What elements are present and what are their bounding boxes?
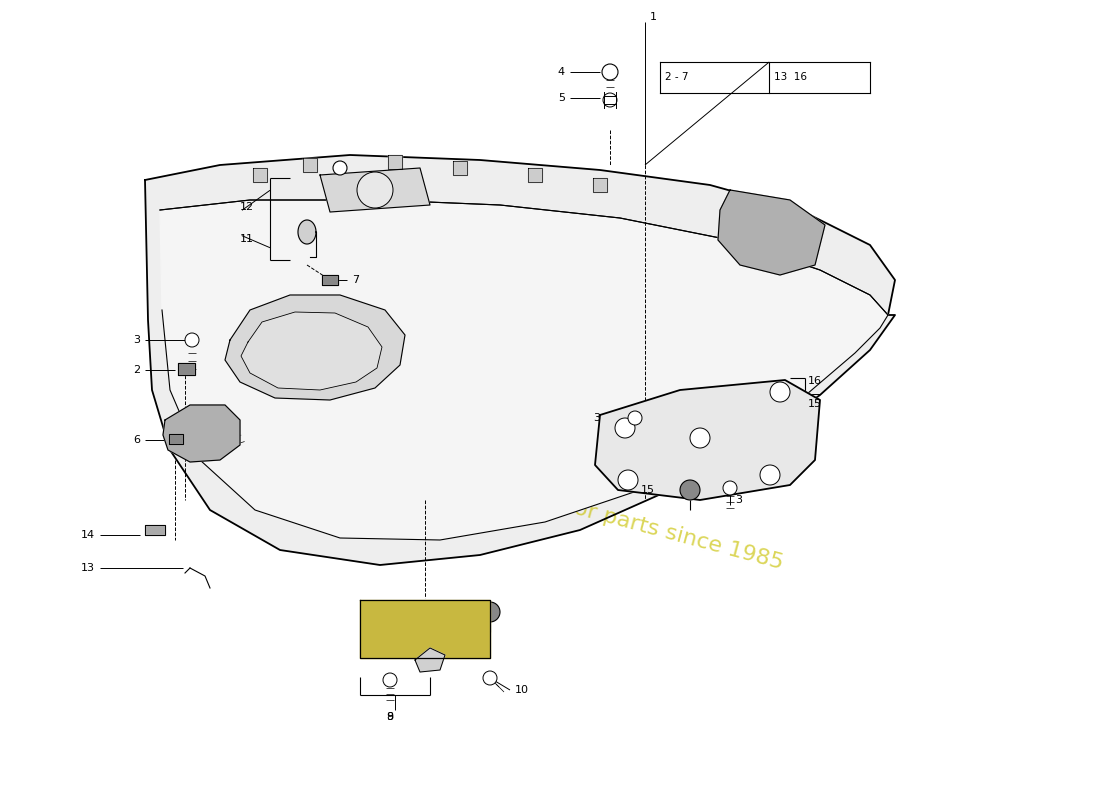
Polygon shape xyxy=(241,312,382,390)
Polygon shape xyxy=(528,168,542,182)
Polygon shape xyxy=(415,648,446,672)
Text: 3: 3 xyxy=(133,335,140,345)
Circle shape xyxy=(615,418,635,438)
Text: 2: 2 xyxy=(133,365,140,375)
Polygon shape xyxy=(453,161,468,175)
Text: 13: 13 xyxy=(81,563,95,573)
Text: 1: 1 xyxy=(650,12,657,22)
Text: 15: 15 xyxy=(411,607,425,617)
Text: 8: 8 xyxy=(386,712,394,722)
Text: 3: 3 xyxy=(735,495,743,505)
Polygon shape xyxy=(226,295,405,400)
Text: 15: 15 xyxy=(808,398,822,409)
Polygon shape xyxy=(593,178,607,192)
Text: 10: 10 xyxy=(515,685,529,695)
Circle shape xyxy=(690,428,710,448)
Polygon shape xyxy=(320,168,430,212)
Polygon shape xyxy=(388,155,401,169)
Text: 15: 15 xyxy=(641,485,654,495)
Circle shape xyxy=(618,470,638,490)
Polygon shape xyxy=(718,190,825,275)
Text: 7: 7 xyxy=(352,275,359,285)
Circle shape xyxy=(603,93,617,107)
Text: 13  16: 13 16 xyxy=(774,73,807,82)
Circle shape xyxy=(680,480,700,500)
Circle shape xyxy=(358,172,393,208)
Text: a passion for parts since 1985: a passion for parts since 1985 xyxy=(454,466,785,574)
Polygon shape xyxy=(595,380,820,500)
Polygon shape xyxy=(160,200,888,540)
Text: 12: 12 xyxy=(240,202,254,212)
Circle shape xyxy=(483,671,497,685)
Polygon shape xyxy=(145,525,165,535)
Circle shape xyxy=(760,465,780,485)
Circle shape xyxy=(480,602,501,622)
Polygon shape xyxy=(360,600,490,658)
Text: 16: 16 xyxy=(808,376,822,386)
Text: 5: 5 xyxy=(558,93,565,103)
Circle shape xyxy=(770,382,790,402)
Text: 3: 3 xyxy=(593,413,600,423)
Polygon shape xyxy=(178,363,195,375)
Text: 9: 9 xyxy=(386,712,394,722)
Circle shape xyxy=(628,411,642,425)
Circle shape xyxy=(383,673,397,687)
Circle shape xyxy=(723,481,737,495)
Polygon shape xyxy=(302,158,317,172)
Text: 11: 11 xyxy=(240,234,254,244)
Text: 6: 6 xyxy=(133,435,140,445)
Text: 14: 14 xyxy=(81,530,95,540)
Polygon shape xyxy=(163,405,240,462)
Circle shape xyxy=(333,161,346,175)
Text: europes: europes xyxy=(275,225,825,475)
Polygon shape xyxy=(145,155,895,565)
Polygon shape xyxy=(169,434,183,444)
Polygon shape xyxy=(298,220,316,244)
Text: 4: 4 xyxy=(558,67,565,77)
Circle shape xyxy=(185,333,199,347)
Polygon shape xyxy=(322,275,338,285)
Text: 2 - 7: 2 - 7 xyxy=(666,73,689,82)
Circle shape xyxy=(602,64,618,80)
Polygon shape xyxy=(253,168,267,182)
